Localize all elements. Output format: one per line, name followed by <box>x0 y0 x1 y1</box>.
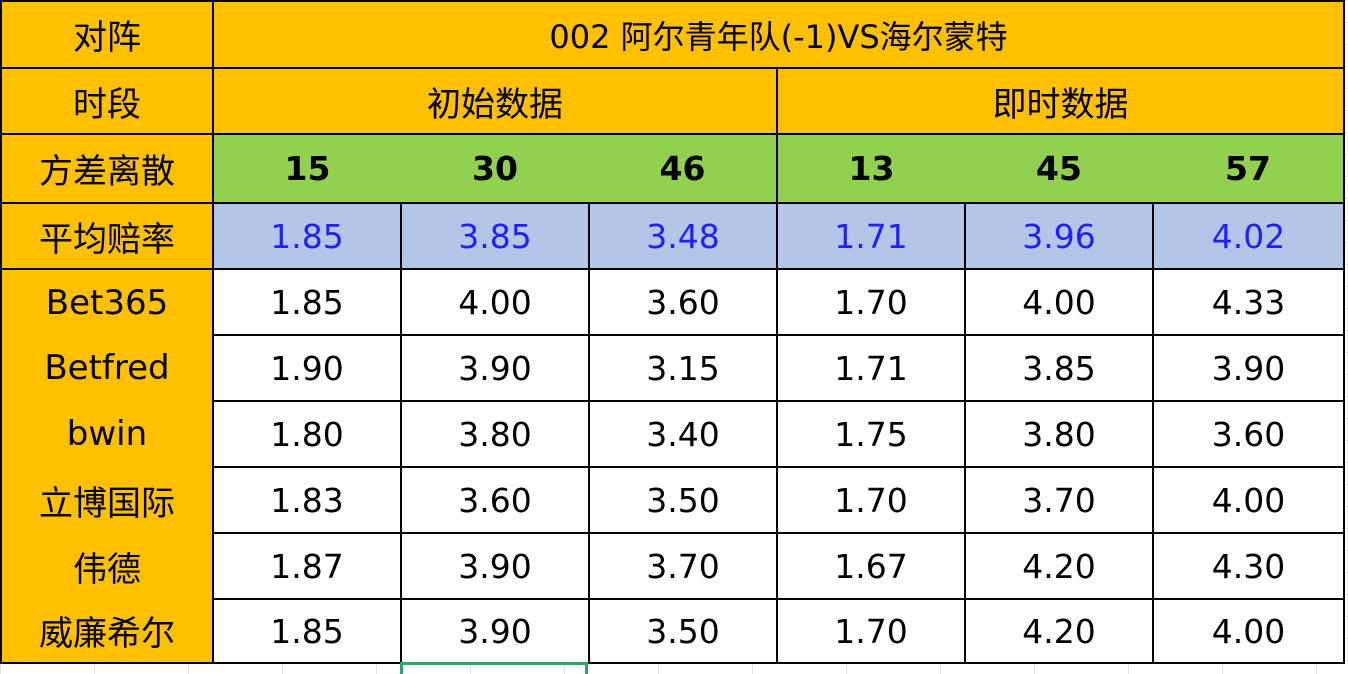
odds-cell[interactable]: 3.50 <box>588 466 778 534</box>
odds-cell[interactable]: 3.90 <box>400 334 590 402</box>
odds-cell[interactable]: 3.60 <box>1151 400 1346 468</box>
average-odds-cell[interactable]: 1.71 <box>776 202 966 270</box>
odds-cell[interactable]: 1.85 <box>212 598 402 664</box>
odds-cell[interactable]: 4.00 <box>1151 598 1346 664</box>
variance-cell[interactable]: 57 <box>1153 133 1346 204</box>
odds-cell[interactable]: 3.60 <box>400 466 590 534</box>
odds-cell[interactable]: 4.20 <box>964 532 1154 600</box>
bookmaker-name-cell[interactable]: Betfred <box>0 335 214 401</box>
odds-cell[interactable]: 1.85 <box>212 268 402 336</box>
odds-cell[interactable]: 1.75 <box>776 400 966 468</box>
period-label-cell[interactable]: 时段 <box>0 67 214 135</box>
average-odds-cell[interactable]: 1.85 <box>212 202 402 270</box>
odds-cell[interactable]: 4.00 <box>964 268 1154 336</box>
odds-cell[interactable]: 4.20 <box>964 598 1154 664</box>
odds-cell[interactable]: 3.85 <box>964 334 1154 402</box>
odds-cell[interactable]: 3.15 <box>588 334 778 402</box>
bookmaker-row: bwin 1.80 3.80 3.40 1.75 3.80 3.60 <box>0 400 1346 468</box>
variance-row: 方差离散 15 30 46 13 45 57 <box>0 133 1346 204</box>
average-odds-row: 平均赔率 1.85 3.85 3.48 1.71 3.96 4.02 <box>0 202 1346 270</box>
odds-cell[interactable]: 1.67 <box>776 532 966 600</box>
match-title-cell[interactable]: 002 阿尔青年队(-1)VS海尔蒙特 <box>211 0 1346 69</box>
odds-cell[interactable]: 3.70 <box>964 466 1154 534</box>
odds-cell[interactable]: 3.60 <box>588 268 778 336</box>
variance-cell[interactable]: 13 <box>776 133 965 204</box>
odds-cell[interactable]: 3.40 <box>588 400 778 468</box>
odds-cell[interactable]: 1.71 <box>776 334 966 402</box>
bookmaker-name-cell[interactable]: 威廉希尔 <box>0 599 214 664</box>
odds-cell[interactable]: 1.90 <box>212 334 402 402</box>
bookmaker-name-cell[interactable]: Bet365 <box>0 268 214 335</box>
odds-cell[interactable]: 3.70 <box>588 532 778 600</box>
average-odds-label-cell[interactable]: 平均赔率 <box>0 202 214 270</box>
bookmaker-row: 伟德 1.87 3.90 3.70 1.67 4.20 4.30 <box>0 532 1346 600</box>
odds-cell[interactable]: 3.90 <box>400 598 590 664</box>
initial-data-header[interactable]: 初始数据 <box>212 67 778 135</box>
match-label-cell[interactable]: 对阵 <box>0 0 214 69</box>
average-odds-cell[interactable]: 4.02 <box>1151 202 1346 270</box>
odds-cell[interactable]: 1.87 <box>212 532 402 600</box>
odds-cell[interactable]: 1.83 <box>212 466 402 534</box>
average-odds-cell[interactable]: 3.96 <box>964 202 1154 270</box>
odds-cell[interactable]: 1.70 <box>776 268 966 336</box>
variance-label-cell[interactable]: 方差离散 <box>0 133 214 204</box>
odds-cell[interactable]: 3.80 <box>964 400 1154 468</box>
average-odds-cell[interactable]: 3.48 <box>588 202 778 270</box>
odds-cell[interactable]: 4.00 <box>1151 466 1346 534</box>
variance-cell[interactable]: 46 <box>589 133 778 204</box>
bookmaker-name-cell[interactable]: 立博国际 <box>0 467 214 533</box>
odds-cell[interactable]: 4.00 <box>400 268 590 336</box>
live-data-header[interactable]: 即时数据 <box>775 67 1346 135</box>
odds-cell[interactable]: 1.70 <box>776 466 966 534</box>
odds-cell[interactable]: 3.90 <box>400 532 590 600</box>
selected-cell-outline[interactable] <box>400 662 588 674</box>
bookmaker-row: Betfred 1.90 3.90 3.15 1.71 3.85 3.90 <box>0 334 1346 402</box>
bookmaker-row: 立博国际 1.83 3.60 3.50 1.70 3.70 4.00 <box>0 466 1346 534</box>
variance-cell[interactable]: 30 <box>401 133 589 204</box>
odds-cell[interactable]: 4.30 <box>1151 532 1346 600</box>
variance-cell[interactable]: 15 <box>212 133 401 204</box>
bookmaker-name-cell[interactable]: bwin <box>0 401 214 467</box>
variance-cell[interactable]: 45 <box>965 133 1153 204</box>
odds-cell[interactable]: 1.80 <box>212 400 402 468</box>
match-row: 对阵 002 阿尔青年队(-1)VS海尔蒙特 <box>0 0 1346 69</box>
average-odds-cell[interactable]: 3.85 <box>400 202 590 270</box>
bookmaker-name-cell[interactable]: 伟德 <box>0 533 214 599</box>
odds-cell[interactable]: 4.33 <box>1151 268 1346 336</box>
odds-cell[interactable]: 3.50 <box>588 598 778 664</box>
bookmaker-row: 威廉希尔 1.85 3.90 3.50 1.70 4.20 4.00 <box>0 598 1346 664</box>
bookmaker-row: Bet365 1.85 4.00 3.60 1.70 4.00 4.33 <box>0 268 1346 336</box>
odds-cell[interactable]: 1.70 <box>776 598 966 664</box>
period-row: 时段 初始数据 即时数据 <box>0 67 1346 135</box>
odds-cell[interactable]: 3.90 <box>1151 334 1346 402</box>
odds-cell[interactable]: 3.80 <box>400 400 590 468</box>
